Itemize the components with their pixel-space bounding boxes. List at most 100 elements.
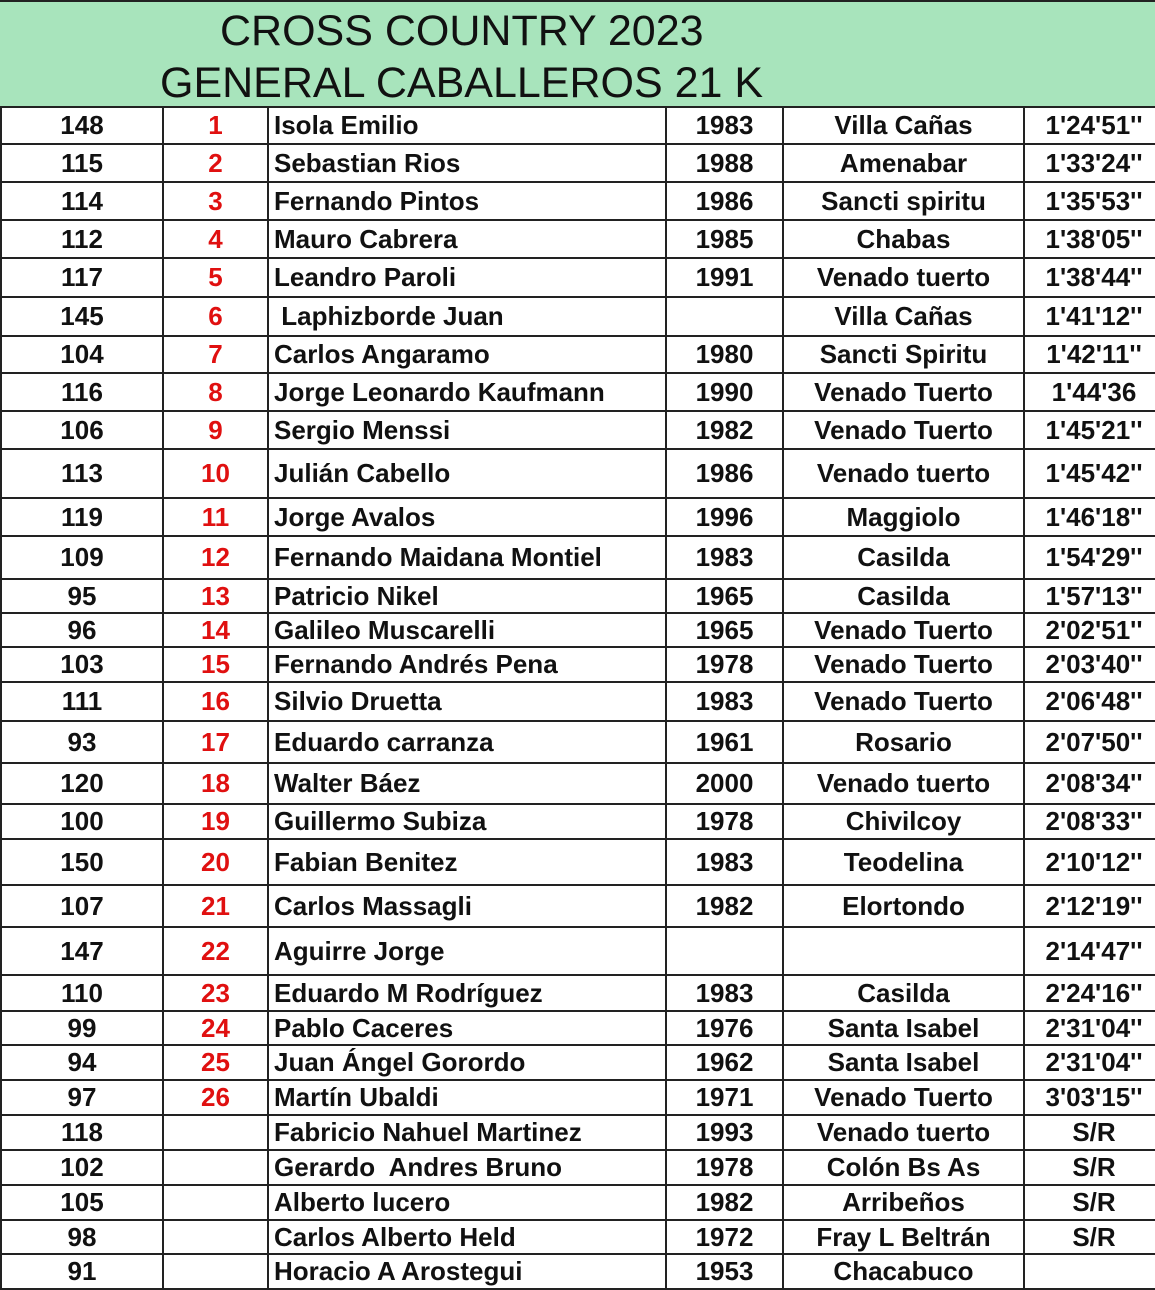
place-cell: 15	[162, 646, 269, 683]
table-row: 117 5 Leandro Paroli 1991 Venado tuerto 1'38'…	[0, 257, 1155, 298]
time-cell: 1'33'24''	[1023, 143, 1155, 183]
time-cell: 1'41'12''	[1023, 296, 1155, 337]
place-cell: 19	[162, 803, 269, 840]
table-row: 112 4 Mauro Cabrera 1985 Chabas 1'38'05''	[0, 219, 1155, 259]
time-cell: 1'45'21''	[1023, 410, 1155, 450]
bib-cell: 145	[0, 296, 164, 337]
table-row: 93 17 Eduardo carranza 1961 Rosario 2'07'50''	[0, 720, 1155, 764]
name-cell: Carlos Alberto Held	[267, 1219, 667, 1255]
name-cell: Horacio A Arostegui	[267, 1253, 667, 1290]
table-row: 115 2 Sebastian Rios 1988 Amenabar 1'33'24''	[0, 143, 1155, 183]
table-row: 100 19 Guillermo Subiza 1978 Chivilcoy 2'08'3…	[0, 803, 1155, 840]
name-cell: Mauro Cabrera	[267, 219, 667, 259]
table-row: 147 22 Aguirre Jorge 2'14'47''	[0, 926, 1155, 976]
year-cell: 1978	[665, 646, 784, 683]
year-cell: 1953	[665, 1253, 784, 1290]
city-cell: Venado Tuerto	[782, 646, 1025, 683]
place-cell: 22	[162, 926, 269, 976]
place-cell: 6	[162, 296, 269, 337]
city-cell: Venado Tuerto	[782, 372, 1025, 412]
time-cell: 1'42'11''	[1023, 335, 1155, 374]
name-cell: Patricio Nikel	[267, 578, 667, 614]
bib-cell: 105	[0, 1184, 164, 1221]
time-cell: 2'08'33''	[1023, 803, 1155, 840]
city-cell: Santa Isabel	[782, 1010, 1025, 1046]
bib-cell: 102	[0, 1149, 164, 1186]
time-cell: 2'03'40''	[1023, 646, 1155, 683]
table-row: 119 11 Jorge Avalos 1996 Maggiolo 1'46'18''	[0, 497, 1155, 537]
bib-cell: 107	[0, 884, 164, 928]
table-row: 103 15 Fernando Andrés Pena 1978 Venado Tuer…	[0, 646, 1155, 683]
bib-cell: 111	[0, 681, 164, 722]
table-row: 106 9 Sergio Menssi 1982 Venado Tuerto 1'45'2…	[0, 410, 1155, 450]
time-cell: S/R	[1023, 1149, 1155, 1186]
bib-cell: 110	[0, 974, 164, 1012]
year-cell: 1982	[665, 1184, 784, 1221]
bib-cell: 117	[0, 257, 164, 298]
year-cell: 1993	[665, 1114, 784, 1151]
bib-cell: 95	[0, 578, 164, 614]
time-cell: S/R	[1023, 1184, 1155, 1221]
name-cell: Jorge Avalos	[267, 497, 667, 537]
time-cell: 3'03'15''	[1023, 1079, 1155, 1116]
place-cell: 24	[162, 1010, 269, 1046]
name-cell: Walter Báez	[267, 762, 667, 805]
time-cell: 1'45'42''	[1023, 448, 1155, 499]
year-cell: 1962	[665, 1044, 784, 1081]
results-table: 148 1 Isola Emilio 1983 Villa Cañas 1'24'51''…	[0, 106, 1155, 1290]
table-row: 111 16 Silvio Druetta 1983 Venado Tuerto 2'06…	[0, 681, 1155, 722]
year-cell: 1961	[665, 720, 784, 764]
place-cell: 2	[162, 143, 269, 183]
table-row: 98 Carlos Alberto Held 1972 Fray L Beltrán S…	[0, 1219, 1155, 1255]
city-cell: Casilda	[782, 578, 1025, 614]
year-cell: 1985	[665, 219, 784, 259]
table-row: 94 25 Juan Ángel Gorordo 1962 Santa Isabel 2'…	[0, 1044, 1155, 1081]
name-cell: Juan Ángel Gorordo	[267, 1044, 667, 1081]
city-cell: Sancti spiritu	[782, 181, 1025, 221]
city-cell: Santa Isabel	[782, 1044, 1025, 1081]
year-cell: 1978	[665, 803, 784, 840]
time-cell: 1'44'36	[1023, 372, 1155, 412]
time-cell: 1'46'18''	[1023, 497, 1155, 537]
year-cell: 1982	[665, 410, 784, 450]
place-cell	[162, 1253, 269, 1290]
place-cell: 26	[162, 1079, 269, 1116]
city-cell: Venado Tuerto	[782, 612, 1025, 648]
city-cell: Villa Cañas	[782, 106, 1025, 145]
year-cell: 1983	[665, 106, 784, 145]
place-cell: 9	[162, 410, 269, 450]
time-cell: 2'06'48''	[1023, 681, 1155, 722]
year-cell: 1965	[665, 578, 784, 614]
bib-cell: 120	[0, 762, 164, 805]
place-cell: 1	[162, 106, 269, 145]
time-cell: 1'38'05''	[1023, 219, 1155, 259]
bib-cell: 112	[0, 219, 164, 259]
title-banner: CROSS COUNTRY 2023 GENERAL CABALLEROS 21…	[0, 0, 1155, 106]
city-cell: Rosario	[782, 720, 1025, 764]
name-cell: Pablo Caceres	[267, 1010, 667, 1046]
city-cell: Chivilcoy	[782, 803, 1025, 840]
name-cell: Gerardo Andres Bruno	[267, 1149, 667, 1186]
year-cell: 1978	[665, 1149, 784, 1186]
city-cell: Venado tuerto	[782, 448, 1025, 499]
table-row: 91 Horacio A Arostegui 1953 Chacabuco	[0, 1253, 1155, 1290]
city-cell: Venado Tuerto	[782, 681, 1025, 722]
city-cell: Sancti Spiritu	[782, 335, 1025, 374]
bib-cell: 103	[0, 646, 164, 683]
table-row: 95 13 Patricio Nikel 1965 Casilda 1'57'13''	[0, 578, 1155, 614]
city-cell: Venado Tuerto	[782, 1079, 1025, 1116]
city-cell: Amenabar	[782, 143, 1025, 183]
name-cell: Isola Emilio	[267, 106, 667, 145]
year-cell: 1983	[665, 681, 784, 722]
year-cell: 1991	[665, 257, 784, 298]
year-cell: 1986	[665, 448, 784, 499]
year-cell: 2000	[665, 762, 784, 805]
bib-cell: 99	[0, 1010, 164, 1046]
place-cell: 23	[162, 974, 269, 1012]
bib-cell: 118	[0, 1114, 164, 1151]
table-row: 120 18 Walter Báez 2000 Venado tuerto 2'08'34…	[0, 762, 1155, 805]
time-cell: 2'31'04''	[1023, 1010, 1155, 1046]
bib-cell: 93	[0, 720, 164, 764]
time-cell: 2'02'51''	[1023, 612, 1155, 648]
place-cell: 3	[162, 181, 269, 221]
